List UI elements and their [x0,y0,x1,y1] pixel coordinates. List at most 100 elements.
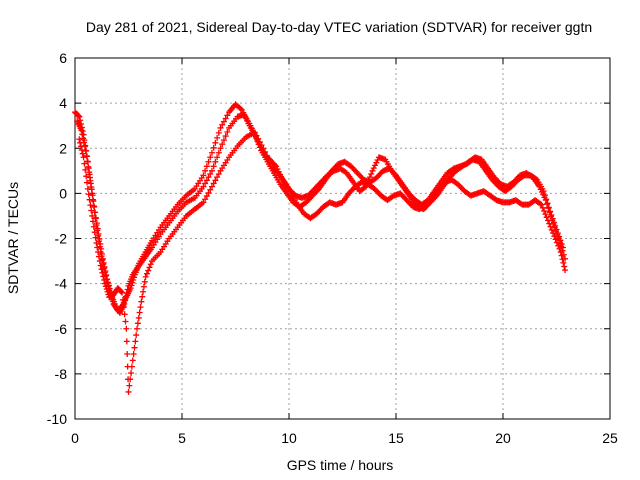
data-point [539,204,546,211]
data-point [89,212,96,219]
data-point [208,183,215,190]
data-point [208,167,215,174]
data-point [200,183,207,190]
data-point [220,118,227,125]
data-point [103,286,110,293]
data-point [87,180,94,187]
data-point [102,283,109,290]
data-point [255,135,262,142]
data-point [85,163,92,170]
data-point [123,325,130,332]
data-point [536,183,543,190]
data-point [83,173,90,180]
data-point [97,240,104,247]
data-point [556,245,563,252]
y-tick-label: -4 [55,276,68,292]
data-point [78,147,85,154]
y-tick-label: -10 [47,411,67,427]
data-point [263,152,270,159]
data-point [124,351,131,358]
data-point [96,258,103,265]
data-point [214,134,221,141]
data-point [559,256,566,263]
data-point [205,158,212,165]
data-point [550,230,557,237]
data-point [96,235,103,242]
data-point [262,148,269,155]
data-point [94,244,101,251]
data-point [119,296,126,303]
x-axis-ticks: 0 5 10 15 20 25 [71,58,618,446]
data-point [130,351,137,358]
data-point [368,170,375,177]
data-point [129,357,136,364]
data-point [75,112,82,119]
data-point [558,252,565,259]
data-point [260,145,267,152]
data-point [248,125,255,132]
data-point [95,249,102,256]
x-tick-label: 5 [178,430,186,446]
y-tick-label: 0 [59,185,67,201]
data-point [104,288,111,295]
data-point [205,189,212,196]
data-point [93,240,100,247]
data-point [101,280,108,287]
data-point [538,189,545,196]
data-point [202,180,209,187]
data-point [253,132,260,139]
data-point [79,150,86,157]
data-point [76,113,83,120]
data-point [89,218,96,225]
data-point [546,209,553,216]
data-point [80,154,87,161]
data-point [135,314,142,321]
data-point [543,214,550,221]
data-point [203,193,210,200]
x-tick-label: 0 [71,430,79,446]
data-point [552,236,559,243]
data-point [136,309,143,316]
data-point [146,264,153,271]
chart-title: Day 281 of 2021, Sidereal Day-to-day VTE… [86,19,592,35]
y-tick-label: 6 [59,50,67,66]
data-point [147,261,154,268]
y-tick-label: -8 [55,366,68,382]
data-point [87,202,94,209]
data-point [551,233,558,240]
data-point [132,338,139,345]
data-point [91,203,98,210]
data-point [127,376,134,383]
data-point [555,242,562,249]
data-point [537,186,544,193]
data-point [217,145,224,152]
data-point [219,141,226,148]
data-point [122,318,129,325]
data-point [81,160,88,167]
data-point [85,191,92,198]
y-tick-label: 2 [59,140,67,156]
data-point [210,180,217,187]
data-point [366,174,373,181]
data-point [86,174,93,181]
data-point [212,139,219,146]
data-point [119,289,126,296]
data-point [251,129,258,136]
x-tick-label: 25 [602,430,618,446]
data-point [98,266,105,273]
data-point [210,144,217,151]
data-point [138,298,145,305]
data-point [547,213,554,220]
data-point [99,269,106,276]
data-point [214,154,221,161]
x-tick-label: 10 [281,430,297,446]
data-point [207,170,214,177]
data-point [202,167,209,174]
data-point [77,139,84,146]
data-point [79,131,86,138]
data-point [210,163,217,170]
y-tick-label: 4 [59,95,67,111]
data-point [142,273,149,280]
data-point [92,234,99,241]
